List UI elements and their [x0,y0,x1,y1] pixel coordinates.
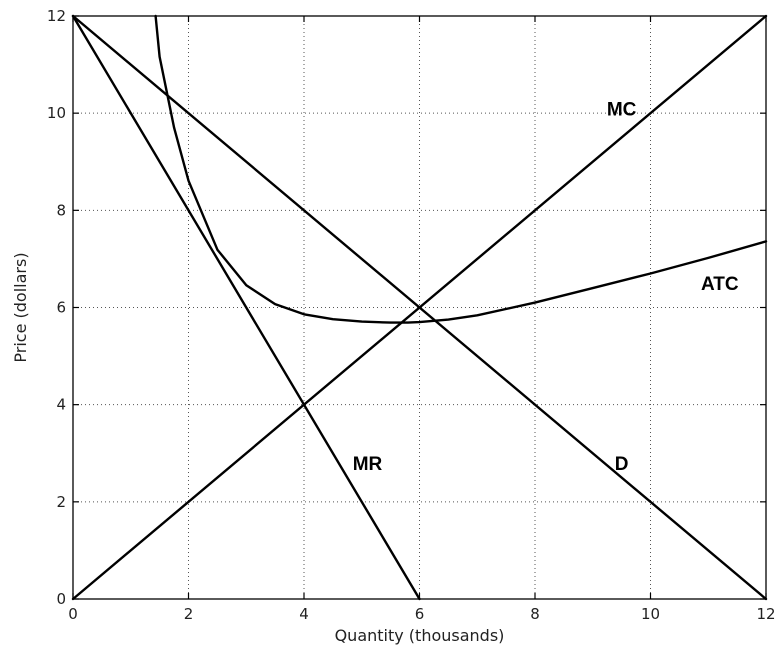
x-tick-label: 12 [756,605,775,623]
y-tick-label: 0 [56,590,66,608]
curve-label-atc: ATC [701,274,739,295]
y-tick-label: 10 [47,104,66,122]
curve-label-d: D [615,454,629,475]
y-tick-label: 8 [56,201,66,219]
x-tick-label: 10 [641,605,660,623]
x-tick-label: 6 [415,605,425,623]
curve-label-mc: MC [607,99,637,120]
y-tick-label: 6 [56,299,66,317]
annotations-group: MC ATC MR D [353,99,739,475]
x-axis-label: Quantity (thousands) [335,626,505,645]
y-tick-label: 12 [47,7,66,25]
x-tick-label: 2 [184,605,194,623]
series-group [73,16,766,599]
x-tick-label: 4 [299,605,309,623]
x-tick-label: 0 [68,605,78,623]
curve-label-mr: MR [353,454,383,475]
y-tick-label: 4 [56,396,66,414]
series-line-mr [73,16,420,599]
y-axis-label: Price (dollars) [11,252,30,362]
series-line-atc [156,16,766,323]
y-tick-label: 2 [56,493,66,511]
x-tick-label: 8 [530,605,540,623]
